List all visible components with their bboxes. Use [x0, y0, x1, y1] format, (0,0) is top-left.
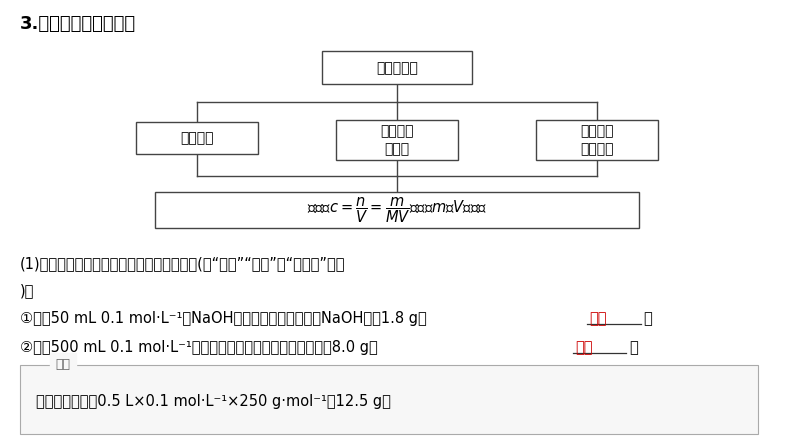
Text: 药品中含
有杂质: 药品中含 有杂质	[380, 124, 414, 156]
Text: 。: 。	[629, 340, 638, 355]
Text: 操作不当: 操作不当	[180, 131, 214, 145]
Text: ①配刴50 mL 0.1 mol·L⁻¹的NaOH溶液，用托盘天平称取NaOH固体1.8 g：: ①配刴50 mL 0.1 mol·L⁻¹的NaOH溶液，用托盘天平称取NaOH固…	[20, 311, 426, 326]
Text: 定量仪器
使用不当: 定量仪器 使用不当	[580, 124, 614, 156]
Text: 误差的引入: 误差的引入	[376, 61, 418, 75]
FancyBboxPatch shape	[322, 51, 472, 84]
FancyBboxPatch shape	[136, 122, 257, 154]
Text: 偏小: 偏小	[576, 340, 593, 355]
Text: 牢记：$c=\dfrac{n}{V}=\dfrac{m}{MV}$，分析$m$和$V$的变化: 牢记：$c=\dfrac{n}{V}=\dfrac{m}{MV}$，分析$m$和…	[307, 195, 487, 225]
Text: 偏小: 偏小	[589, 311, 607, 326]
Text: 3.误差分析的思维流程: 3.误差分析的思维流程	[20, 15, 136, 33]
Text: 解析: 解析	[56, 358, 70, 371]
Text: 所需胆矾质量为0.5 L×0.1 mol·L⁻¹×250 g·mol⁻¹＝12.5 g。: 所需胆矾质量为0.5 L×0.1 mol·L⁻¹×250 g·mol⁻¹＝12.…	[36, 394, 391, 409]
FancyBboxPatch shape	[336, 120, 458, 160]
FancyBboxPatch shape	[20, 365, 758, 434]
FancyBboxPatch shape	[156, 192, 638, 228]
Text: (1)从改变溶质物质的量角度分析产生的误差(用“偏大”“偏小”或“无影响”填空
)。: (1)从改变溶质物质的量角度分析产生的误差(用“偏大”“偏小”或“无影响”填空 …	[20, 257, 345, 299]
FancyBboxPatch shape	[537, 120, 658, 160]
Text: ②配制500 mL 0.1 mol·L⁻¹的硫酸铜溶液，用托盘天平称取胆矾8.0 g：: ②配制500 mL 0.1 mol·L⁻¹的硫酸铜溶液，用托盘天平称取胆矾8.0…	[20, 340, 378, 355]
Text: 。: 。	[643, 311, 652, 326]
